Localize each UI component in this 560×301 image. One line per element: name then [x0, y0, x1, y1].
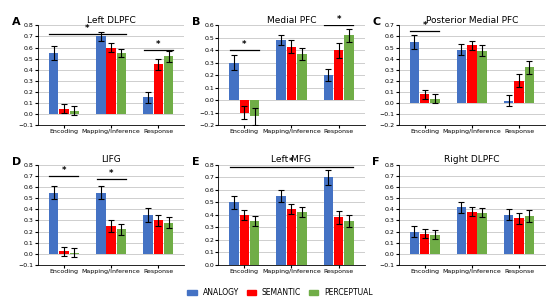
Bar: [69, 253, 79, 254]
Bar: [504, 101, 514, 103]
Text: *: *: [109, 169, 113, 178]
Bar: [409, 42, 419, 103]
Title: LIFG: LIFG: [101, 155, 121, 164]
Bar: [143, 215, 153, 254]
Bar: [420, 94, 430, 103]
Bar: [409, 231, 419, 254]
Title: Left MFG: Left MFG: [272, 155, 311, 164]
Bar: [514, 218, 524, 254]
Bar: [116, 53, 126, 114]
Bar: [153, 220, 163, 254]
Bar: [514, 81, 524, 103]
Text: *: *: [62, 166, 66, 175]
Text: C: C: [372, 17, 380, 27]
Bar: [59, 109, 69, 114]
Bar: [153, 64, 163, 114]
Bar: [457, 50, 466, 103]
Bar: [478, 213, 487, 254]
Bar: [250, 221, 259, 265]
Title: Posterior Medial PFC: Posterior Medial PFC: [426, 16, 518, 25]
Bar: [344, 35, 354, 100]
Bar: [59, 251, 69, 254]
Bar: [96, 193, 105, 254]
Bar: [96, 36, 105, 114]
Text: B: B: [192, 17, 200, 27]
Bar: [143, 98, 153, 114]
Bar: [297, 54, 307, 100]
Bar: [164, 223, 174, 254]
Bar: [457, 207, 466, 254]
Bar: [430, 235, 440, 254]
Bar: [106, 226, 116, 254]
Text: *: *: [422, 21, 427, 30]
Title: Left DLPFC: Left DLPFC: [87, 16, 136, 25]
Title: Right DLPFC: Right DLPFC: [444, 155, 500, 164]
Text: *: *: [242, 40, 246, 49]
Bar: [525, 67, 534, 103]
Bar: [116, 229, 126, 254]
Bar: [240, 215, 249, 265]
Bar: [250, 100, 259, 116]
Text: A: A: [12, 17, 20, 27]
Bar: [324, 75, 333, 100]
Text: D: D: [12, 157, 21, 167]
Text: *: *: [337, 15, 341, 24]
Text: *: *: [85, 24, 90, 33]
Bar: [106, 48, 116, 114]
Bar: [240, 100, 249, 113]
Text: E: E: [192, 157, 200, 167]
Bar: [324, 177, 333, 265]
Legend: ANALOGY, SEMANTIC, PERCEPTUAL: ANALOGY, SEMANTIC, PERCEPTUAL: [184, 285, 376, 300]
Bar: [297, 213, 307, 265]
Text: *: *: [156, 40, 161, 49]
Bar: [287, 47, 296, 100]
Title: Medial PFC: Medial PFC: [267, 16, 316, 25]
Bar: [430, 98, 440, 103]
Bar: [229, 63, 239, 100]
Bar: [276, 40, 286, 100]
Bar: [334, 217, 343, 265]
Bar: [467, 45, 477, 103]
Bar: [525, 216, 534, 254]
Bar: [420, 234, 430, 254]
Bar: [229, 202, 239, 265]
Text: *: *: [289, 157, 294, 166]
Bar: [344, 221, 354, 265]
Bar: [504, 215, 514, 254]
Bar: [49, 53, 58, 114]
Bar: [287, 209, 296, 265]
Bar: [334, 50, 343, 100]
Text: F: F: [372, 157, 380, 167]
Bar: [276, 196, 286, 265]
Bar: [69, 111, 79, 114]
Bar: [49, 193, 58, 254]
Bar: [467, 212, 477, 254]
Bar: [164, 56, 174, 114]
Bar: [478, 51, 487, 103]
